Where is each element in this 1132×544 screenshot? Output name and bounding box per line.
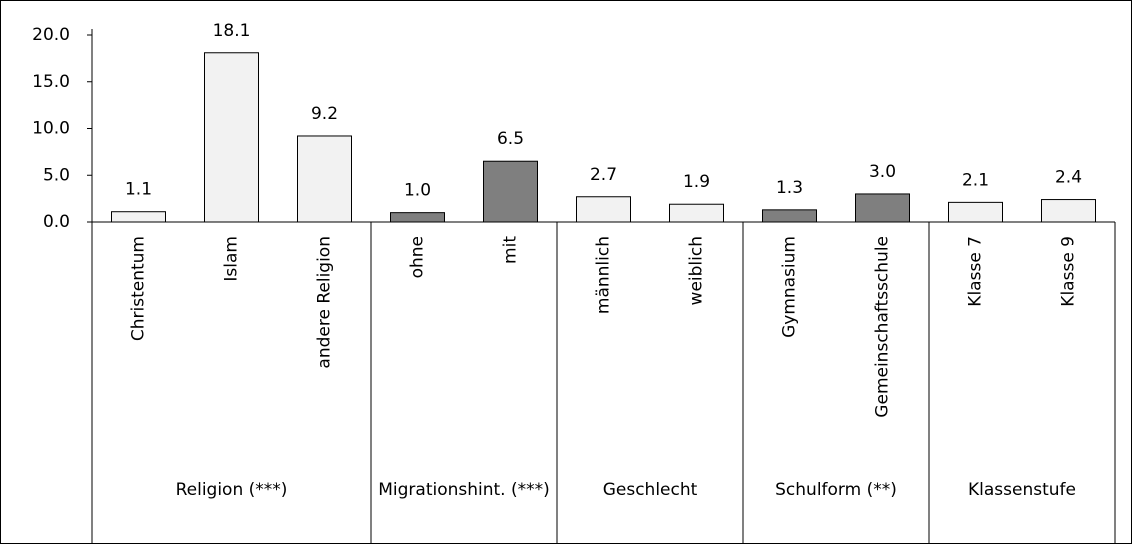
- value-label: 6.5: [497, 129, 524, 149]
- value-label: 1.3: [776, 178, 803, 198]
- value-label: 1.9: [683, 172, 710, 192]
- value-label: 3.0: [869, 162, 896, 182]
- bar: [390, 212, 445, 223]
- y-tick-label: 15.0: [32, 72, 70, 92]
- x-tick-label: andere Religion: [315, 236, 335, 369]
- x-tick-label: Klasse 7: [966, 236, 986, 307]
- bar: [111, 211, 166, 223]
- x-tick-label: mit: [501, 236, 521, 264]
- bar: [1041, 199, 1096, 223]
- value-label: 9.2: [311, 104, 338, 124]
- bar: [855, 193, 910, 223]
- group-label: Migrationshint. (***): [378, 480, 550, 500]
- group-label: Geschlecht: [602, 480, 698, 500]
- x-tick-label: Gemeinschaftsschule: [873, 236, 893, 418]
- y-tick-label: 10.0: [32, 119, 70, 139]
- value-label: 1.1: [125, 180, 152, 200]
- x-tick-label: männlich: [594, 236, 614, 314]
- bar: [297, 135, 352, 223]
- bar: [762, 209, 817, 223]
- x-tick-label: ohne: [408, 236, 428, 278]
- bar: [669, 203, 724, 223]
- x-tick-label: Klasse 9: [1059, 236, 1079, 307]
- group-label: Klassenstufe: [968, 480, 1076, 500]
- bar: [204, 52, 259, 223]
- y-tick-label: 20.0: [32, 25, 70, 45]
- value-label: 1.0: [404, 181, 431, 201]
- value-label: 2.4: [1055, 168, 1082, 188]
- bar: [948, 201, 1003, 223]
- bar: [576, 196, 631, 223]
- x-tick-label: Islam: [222, 236, 242, 282]
- bar: [483, 160, 538, 223]
- x-tick-label: weiblich: [687, 236, 707, 305]
- value-label: 2.1: [962, 170, 989, 190]
- y-tick-label: 0.0: [43, 212, 70, 232]
- value-label: 18.1: [213, 21, 251, 41]
- group-label: Schulform (**): [775, 480, 897, 500]
- group-label: Religion (***): [175, 480, 288, 500]
- x-tick-label: Gymnasium: [780, 236, 800, 338]
- y-tick-label: 5.0: [43, 165, 70, 185]
- x-tick-label: Christentum: [129, 236, 149, 341]
- value-label: 2.7: [590, 165, 617, 185]
